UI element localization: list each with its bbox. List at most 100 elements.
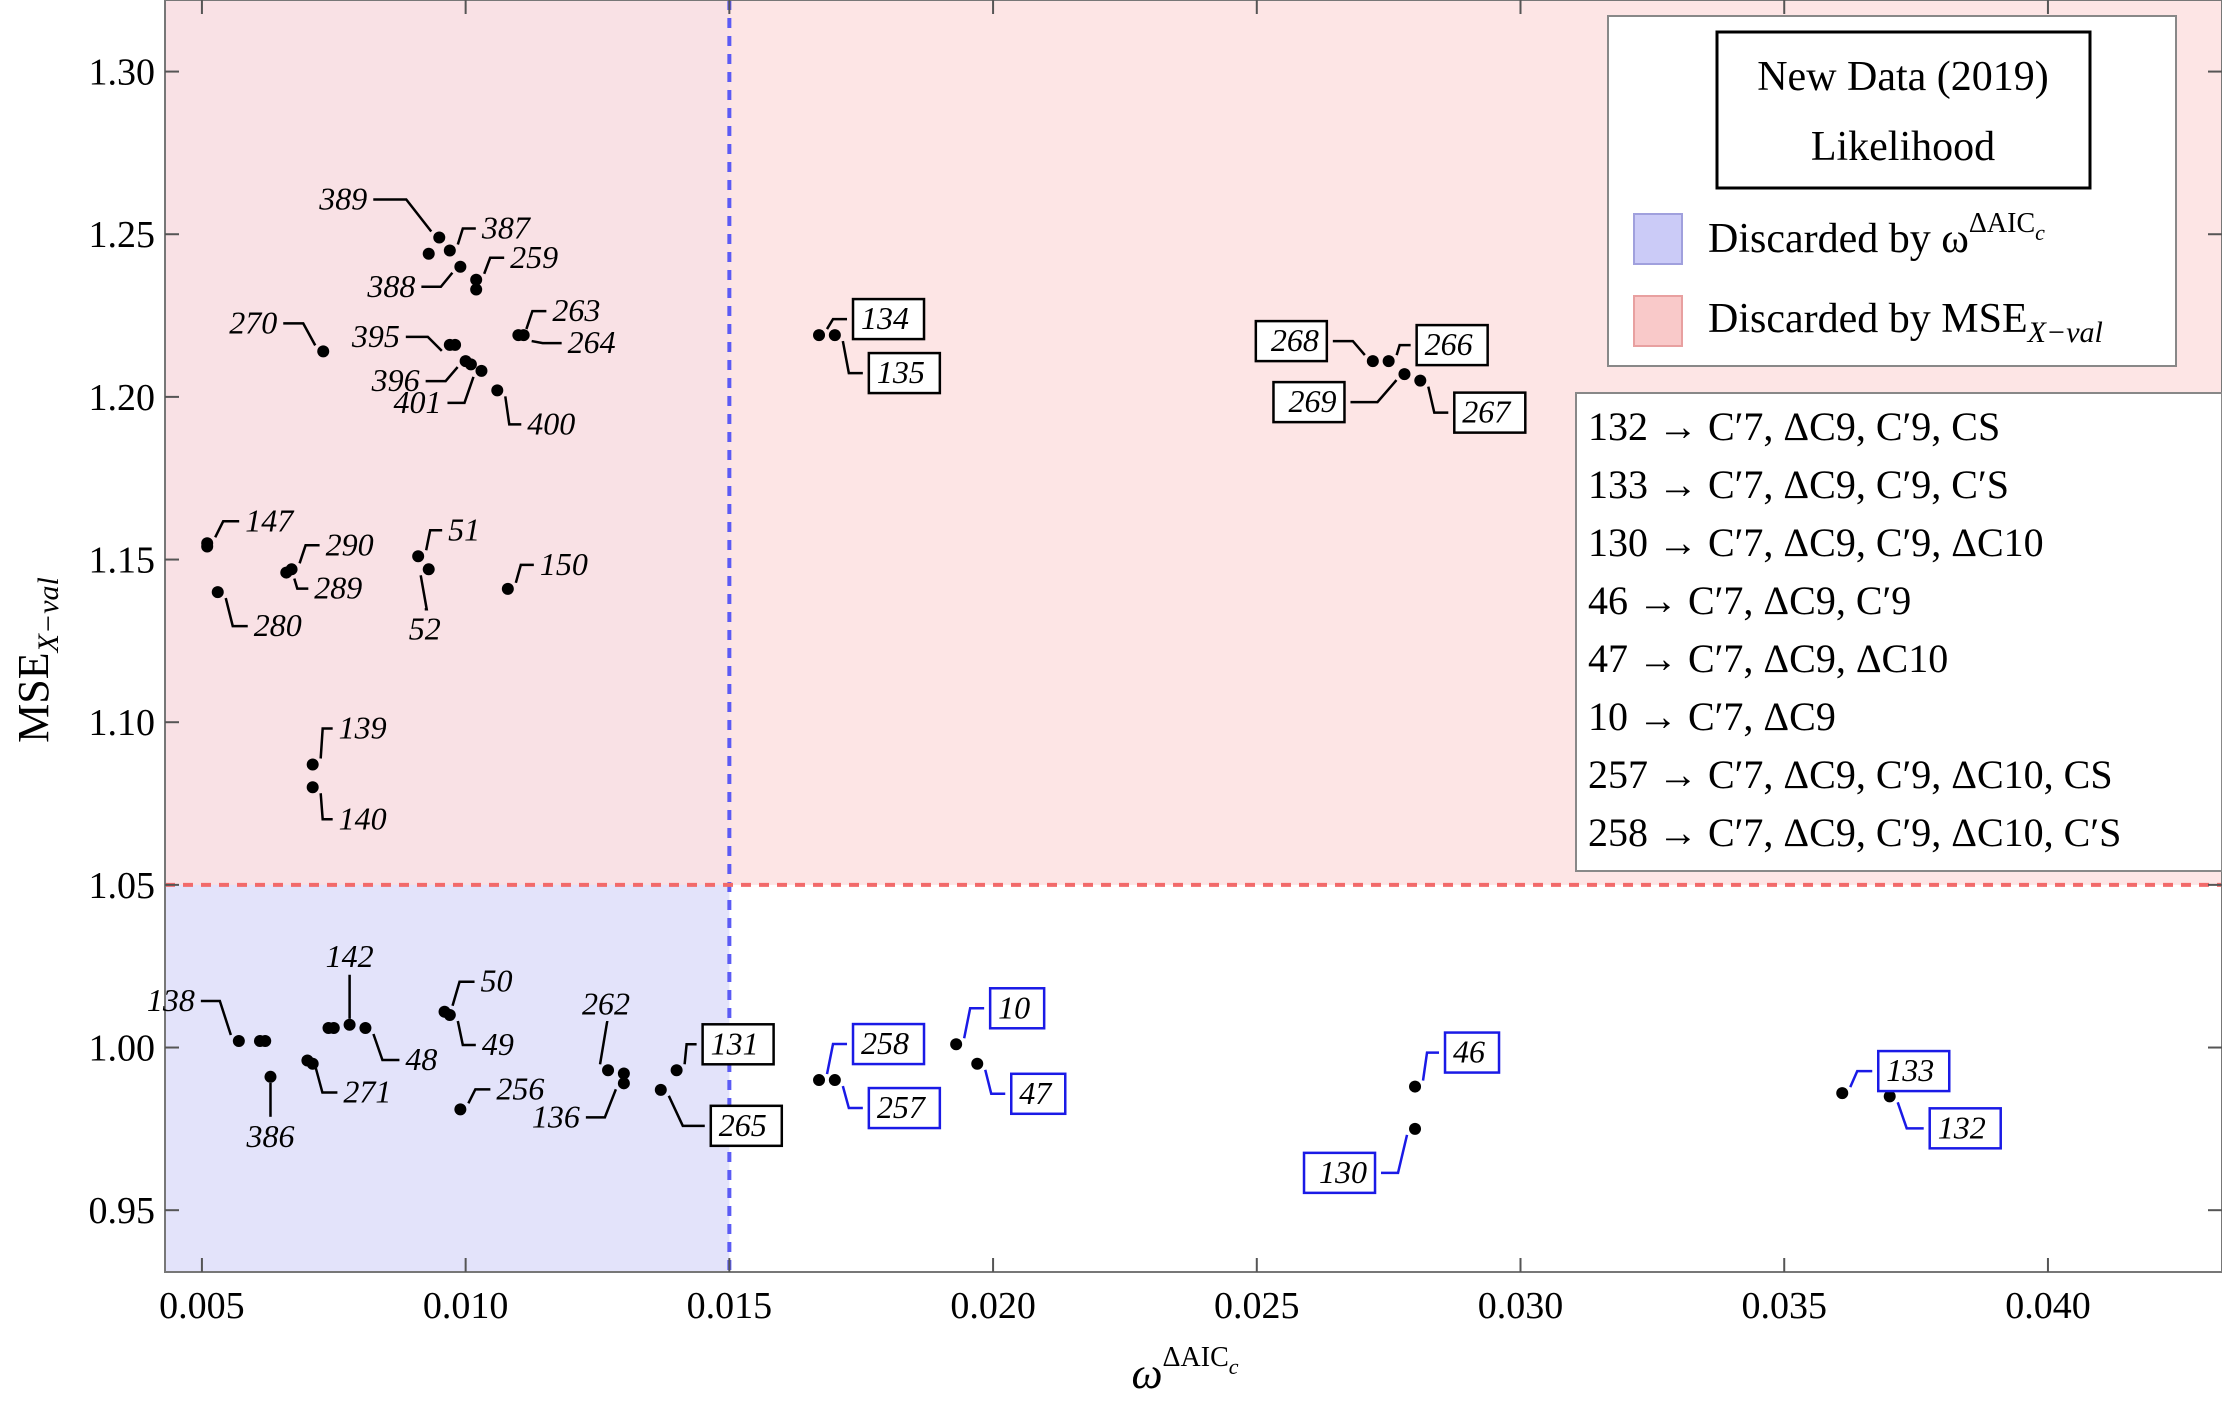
- legend-label-blue: Discarded by ωΔAICc: [1708, 208, 2045, 262]
- data-point: [828, 329, 841, 342]
- y-axis-title: MSEX−val: [9, 577, 65, 743]
- data-point: [828, 1074, 841, 1087]
- label-leader-line: [373, 198, 433, 233]
- point-label: 46: [1453, 1034, 1485, 1070]
- point-label: 271: [343, 1074, 391, 1110]
- point-label: 131: [711, 1025, 759, 1061]
- data-point: [359, 1022, 372, 1035]
- data-point: [813, 329, 826, 342]
- y-tick-label: 1.30: [89, 52, 156, 94]
- label-leader-line: [456, 227, 476, 245]
- x-axis-title: ωΔAICc: [1131, 1342, 1238, 1398]
- point-label: 49: [482, 1026, 514, 1062]
- point-label: 259: [510, 239, 558, 275]
- label-leader-line: [504, 396, 522, 426]
- label-leader-line: [531, 339, 562, 345]
- data-point: [322, 1022, 335, 1035]
- data-point: [1398, 368, 1411, 381]
- label-leader-line: [962, 1007, 985, 1039]
- label-leader-line: [841, 340, 863, 375]
- data-point: [602, 1064, 615, 1077]
- label-leader-line: [451, 980, 475, 1007]
- label-leader-line: [1350, 379, 1398, 404]
- data-point: [1409, 1122, 1422, 1135]
- data-point: [464, 358, 477, 371]
- point-label: 257: [877, 1089, 927, 1125]
- point-label: 136: [532, 1098, 580, 1134]
- model-row: 10 → C′7, ΔC9: [1588, 694, 1836, 739]
- legend-swatch-blue: [1633, 213, 1683, 265]
- y-tick-label: 1.05: [89, 865, 156, 907]
- label-leader-line: [421, 271, 454, 289]
- x-tick-label: 0.025: [1214, 1285, 1300, 1327]
- label-leader-line: [825, 1042, 848, 1075]
- data-point: [280, 566, 293, 579]
- label-leader-line: [319, 727, 333, 759]
- label-leader-line: [298, 544, 320, 564]
- point-label: 388: [366, 268, 415, 304]
- label-leader-line: [419, 575, 429, 611]
- label-leader-line: [467, 1088, 491, 1104]
- point-label-box: [1415, 323, 1489, 367]
- point-label: 138: [147, 982, 195, 1018]
- label-leader-line: [1427, 386, 1449, 414]
- point-label: 262: [582, 985, 630, 1021]
- data-point: [412, 550, 425, 563]
- point-label: 280: [254, 607, 302, 643]
- x-tick-label: 0.035: [1741, 1285, 1827, 1327]
- point-label: 265: [719, 1107, 767, 1143]
- label-leader-line: [405, 335, 443, 352]
- data-point: [454, 1103, 467, 1116]
- point-label-box: [1254, 319, 1329, 363]
- label-leader-line: [1849, 1069, 1873, 1088]
- y-tick-label: 1.00: [89, 1028, 156, 1070]
- point-label: 396: [371, 362, 420, 398]
- data-point: [670, 1064, 683, 1077]
- point-label: 147: [245, 502, 295, 538]
- label-leader-line: [585, 1088, 618, 1119]
- data-point: [950, 1038, 963, 1051]
- model-list-frame: [1575, 392, 2222, 872]
- point-label-box: [1302, 1151, 1377, 1195]
- point-label: 389: [318, 180, 367, 216]
- data-point: [971, 1057, 984, 1070]
- data-point: [517, 329, 530, 342]
- x-tick-label: 0.020: [950, 1285, 1036, 1327]
- point-label: 264: [568, 324, 616, 360]
- data-point: [443, 1008, 456, 1021]
- label-leader-line: [483, 256, 505, 275]
- data-point: [306, 781, 319, 794]
- y-tick-label: 1.15: [89, 540, 156, 582]
- point-label-box: [867, 1086, 942, 1130]
- label-leader-line: [1896, 1101, 1924, 1130]
- label-leader-line: [214, 520, 240, 538]
- point-label: 133: [1886, 1052, 1934, 1088]
- point-label: 140: [339, 800, 387, 836]
- data-point: [654, 1083, 667, 1096]
- label-leader-line: [200, 999, 233, 1036]
- legend-label-red: Discarded by MSEX−val: [1708, 296, 2103, 349]
- legend-title-box: [1715, 30, 2092, 190]
- point-label-box: [851, 1022, 926, 1066]
- data-point: [475, 364, 488, 377]
- x-tick-label: 0.005: [159, 1285, 245, 1327]
- data-point: [317, 345, 330, 358]
- x-tick-label: 0.040: [2005, 1285, 2091, 1327]
- point-label-box: [867, 351, 942, 395]
- x-tick-label: 0.015: [687, 1285, 773, 1327]
- data-point: [1366, 355, 1379, 368]
- data-point: [433, 231, 446, 244]
- point-label-box: [1876, 1049, 1951, 1093]
- label-leader-line: [667, 1095, 705, 1128]
- label-leader-line: [1421, 1051, 1440, 1081]
- label-leader-line: [683, 1043, 697, 1065]
- point-label: 10: [998, 989, 1030, 1025]
- data-point: [449, 338, 462, 351]
- point-label: 48: [405, 1041, 437, 1077]
- data-point: [470, 283, 483, 296]
- legend-subtitle: Likelihood: [1811, 124, 1995, 170]
- data-point: [501, 582, 514, 595]
- data-point: [1414, 374, 1427, 387]
